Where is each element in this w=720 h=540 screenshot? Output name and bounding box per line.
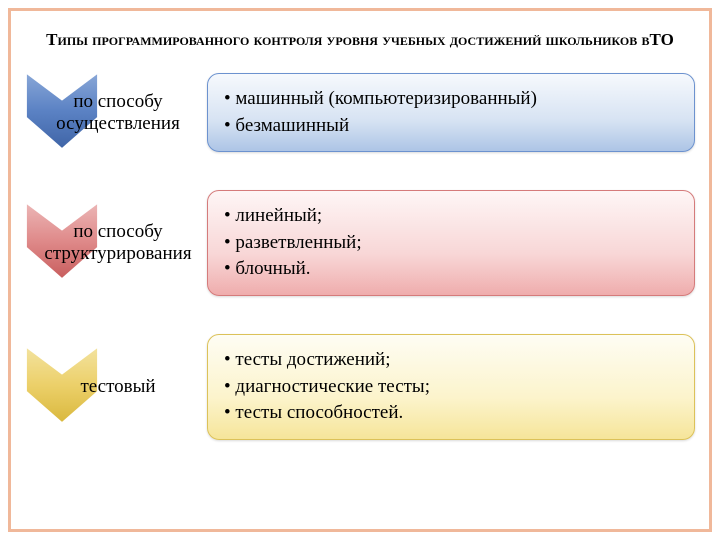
content-box: машинный (компьютеризированный)безмашинн… <box>207 73 695 152</box>
category-row: тестовый тесты достижений;диагностические… <box>25 334 695 440</box>
bullet-item: машинный (компьютеризированный) <box>224 86 678 113</box>
bullet-item: диагностические тесты; <box>224 374 678 401</box>
category-label: по способу осуществления <box>25 91 197 135</box>
bullet-item: тесты достижений; <box>224 347 678 374</box>
bullet-item: блочный. <box>224 256 678 283</box>
content-box: линейный;разветвленный;блочный. <box>207 190 695 296</box>
category-row: по способу структурированиялинейный;разв… <box>25 190 695 296</box>
category-label-cell: тестовый <box>25 334 197 440</box>
content-box: тесты достижений;диагностические тесты;т… <box>207 334 695 440</box>
category-label: тестовый <box>66 376 155 398</box>
category-label: по способу структурирования <box>25 221 197 265</box>
bullet-item: тесты способностей. <box>224 400 678 427</box>
bullet-item: линейный; <box>224 203 678 230</box>
category-label-cell: по способу структурирования <box>25 190 197 296</box>
page-title: Типы программированного контроля уровня … <box>25 29 695 51</box>
bullet-item: разветвленный; <box>224 230 678 257</box>
category-label-cell: по способу осуществления <box>25 73 197 152</box>
category-row: по способу осуществлениямашинный (компью… <box>25 73 695 152</box>
bullet-item: безмашинный <box>224 113 678 140</box>
